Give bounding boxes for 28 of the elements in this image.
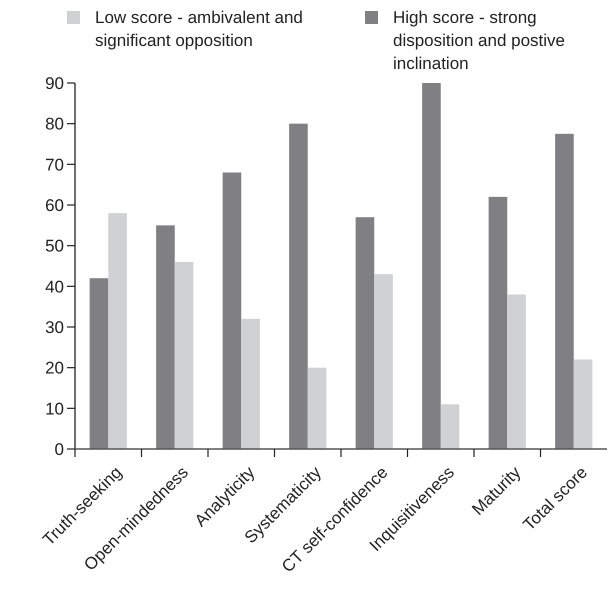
y-tick-label: 90 [45, 74, 64, 93]
bar [440, 404, 460, 449]
y-tick-label: 50 [45, 236, 64, 256]
bar [174, 262, 194, 449]
bar [507, 294, 526, 449]
bar [241, 318, 260, 449]
bar [555, 134, 574, 449]
bar [574, 360, 592, 449]
legend-label: Low score - ambivalent and significant opposition [95, 8, 303, 50]
y-tick-label: 10 [45, 399, 64, 418]
bar [356, 217, 374, 449]
y-tick-label: 60 [45, 196, 64, 215]
y-tick-label: 40 [45, 277, 64, 296]
bar [488, 196, 508, 449]
bar [289, 124, 308, 449]
bar [222, 172, 242, 449]
bar [108, 213, 127, 449]
bar [308, 368, 326, 449]
bar [374, 274, 393, 449]
y-tick-label: 70 [45, 155, 64, 174]
bar [90, 278, 108, 449]
bar [156, 225, 175, 449]
bar [422, 83, 441, 449]
y-tick-label: 80 [45, 114, 64, 134]
legend-label: High score - strong disposition and postive inclination [393, 8, 566, 73]
y-tick-label: 20 [45, 358, 64, 378]
y-tick-label: 30 [45, 318, 64, 337]
y-tick-label: 0 [54, 440, 64, 459]
